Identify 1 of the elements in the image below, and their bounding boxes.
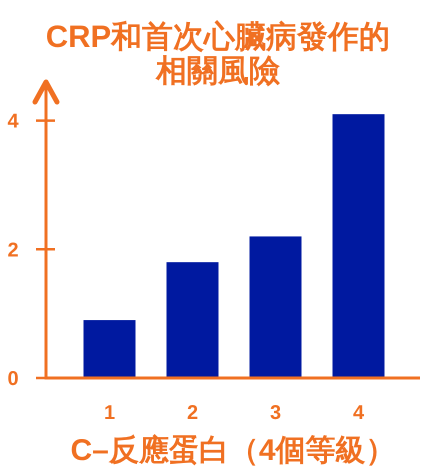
title: CRP和首次心臟病發作的相關風險 [46, 19, 390, 88]
